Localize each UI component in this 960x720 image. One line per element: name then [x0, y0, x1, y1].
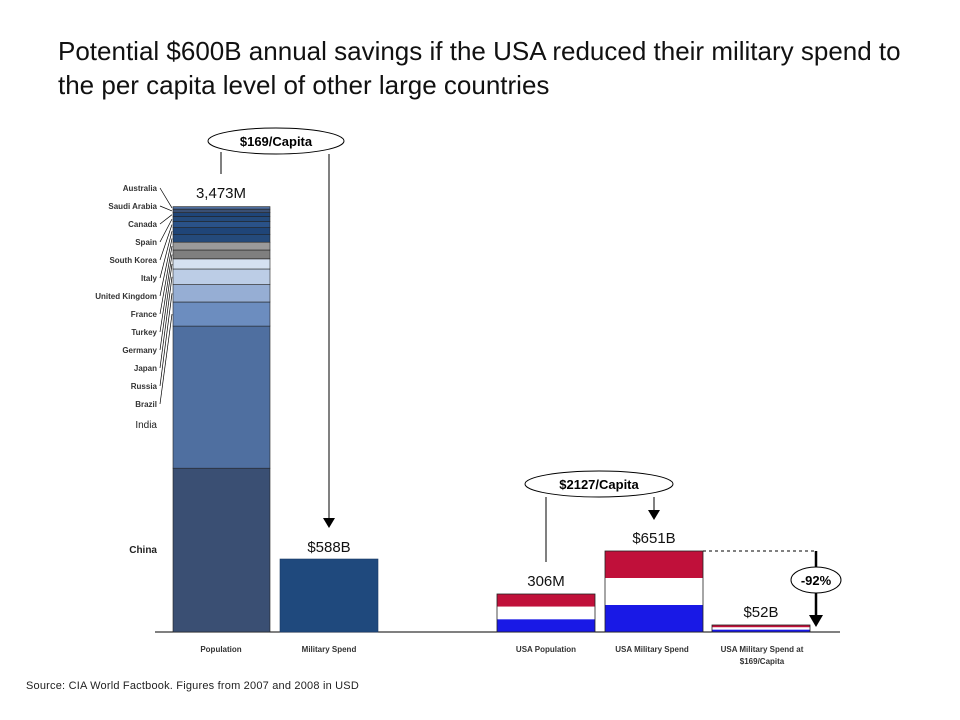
segment-leader-canada — [159, 214, 173, 225]
population-segment-south-korea — [172, 221, 271, 228]
segment-leader-brazil — [159, 313, 173, 405]
segment-leader-south-korea — [159, 224, 173, 261]
segment-label-france: France — [131, 310, 158, 319]
segment-label-brazil: Brazil — [135, 400, 157, 409]
segment-leader-japan — [159, 276, 173, 369]
usa-spend-at-169-value-label: $52B — [743, 604, 778, 621]
per-capita-callout-arrowhead — [323, 518, 335, 528]
population-segment-australia — [172, 206, 271, 210]
usa-military-spend-bar-outline — [604, 550, 704, 633]
segment-label-china: China — [129, 545, 157, 556]
category-label-military-spend: Military Spend — [302, 645, 357, 654]
segment-leader-russia — [159, 293, 173, 387]
source-note: Source: CIA World Factbook. Figures from… — [26, 680, 359, 692]
chart-marks: China India Brazil Russia Japan Germany Turkey… — [95, 127, 842, 666]
population-value-label: 3,473M — [196, 185, 246, 202]
segment-label-australia: Australia — [123, 184, 158, 193]
population-segment-france — [172, 241, 271, 251]
segment-label-canada: Canada — [128, 220, 157, 229]
usa-spend-at-169-bar-blue-stripe — [712, 629, 810, 632]
population-segment-russia — [172, 284, 271, 303]
segment-label-south-korea: South Korea — [109, 256, 157, 265]
military-spend-value-label: $588B — [307, 539, 350, 556]
population-segment-india — [172, 325, 271, 469]
category-label-usa-spend-at-169-line2: $169/Capita — [740, 657, 785, 666]
category-label-usa-spend-at-169-line1: USA Military Spend at — [721, 645, 804, 654]
segment-label-spain: Spain — [135, 238, 157, 247]
segment-label-united-kingdom: United Kingdom — [95, 292, 157, 301]
usa-per-capita-callout-ellipse — [524, 470, 674, 498]
segment-label-saudi-arabia: Saudi Arabia — [108, 202, 157, 211]
population-segment-italy — [172, 227, 271, 236]
category-label-usa-military-spend: USA Military Spend — [615, 645, 689, 654]
population-segment-japan — [172, 268, 271, 285]
segment-label-russia: Russia — [131, 382, 158, 391]
usa-per-capita-callout-label: $2127/Capita — [559, 477, 639, 492]
population-segment-brazil — [172, 301, 271, 327]
usa-spend-at-169-bar-white-stripe — [712, 627, 810, 630]
usa-military-spend-bar-white-stripe — [605, 578, 703, 605]
usa-population-bar-outline — [496, 593, 596, 633]
usa-population-bar-white-stripe — [497, 606, 595, 620]
usa-population-value-label: 306M — [527, 573, 565, 590]
usa-population-bar-red-stripe — [497, 594, 595, 607]
per-capita-callout-ellipse — [207, 127, 345, 155]
segment-leader-united-kingdom — [159, 238, 173, 297]
reduction-label: -92% — [801, 573, 832, 588]
population-segment-germany — [172, 258, 271, 270]
segment-leader-italy — [159, 231, 173, 279]
segment-label-italy: Italy — [141, 274, 158, 283]
segment-label-germany: Germany — [122, 346, 157, 355]
population-segment-saudi-arabia — [172, 208, 271, 213]
segment-label-india: India — [135, 420, 157, 431]
usa-spend-at-169-bar-outline — [711, 624, 811, 633]
segment-leader-turkey — [159, 254, 173, 333]
per-capita-callout-label: $169/Capita — [240, 134, 313, 149]
population-segment-united-kingdom — [172, 234, 271, 243]
usa-military-spend-bar-red-stripe — [605, 551, 703, 578]
category-label-usa-population: USA Population — [516, 645, 576, 654]
usa-military-spend-value-label: $651B — [632, 530, 675, 547]
segment-leader-germany — [159, 263, 173, 351]
population-segment-china — [172, 467, 271, 633]
population-segment-canada — [172, 212, 271, 217]
segment-leader-spain — [159, 218, 173, 243]
chart-title: Potential $600B annual savings if the US… — [58, 36, 901, 100]
usa-spend-at-169-bar-red-stripe — [712, 625, 810, 628]
population-segment-spain — [172, 216, 271, 222]
category-label-population: Population — [200, 645, 241, 654]
segment-leader-australia — [159, 187, 173, 209]
usa-military-spend-bar-blue-stripe — [605, 605, 703, 632]
segment-label-turkey: Turkey — [131, 328, 157, 337]
segment-label-japan: Japan — [134, 364, 157, 373]
segment-leader-france — [159, 246, 173, 315]
usa-population-bar-blue-stripe — [497, 619, 595, 632]
usa-per-capita-callout-arrowhead — [648, 510, 660, 520]
military-spend-bar — [279, 558, 379, 633]
reduction-ellipse — [790, 566, 842, 594]
population-segment-turkey — [172, 249, 271, 260]
reduction-arrowhead — [809, 615, 823, 627]
segment-leader-saudi-arabia — [159, 205, 173, 212]
